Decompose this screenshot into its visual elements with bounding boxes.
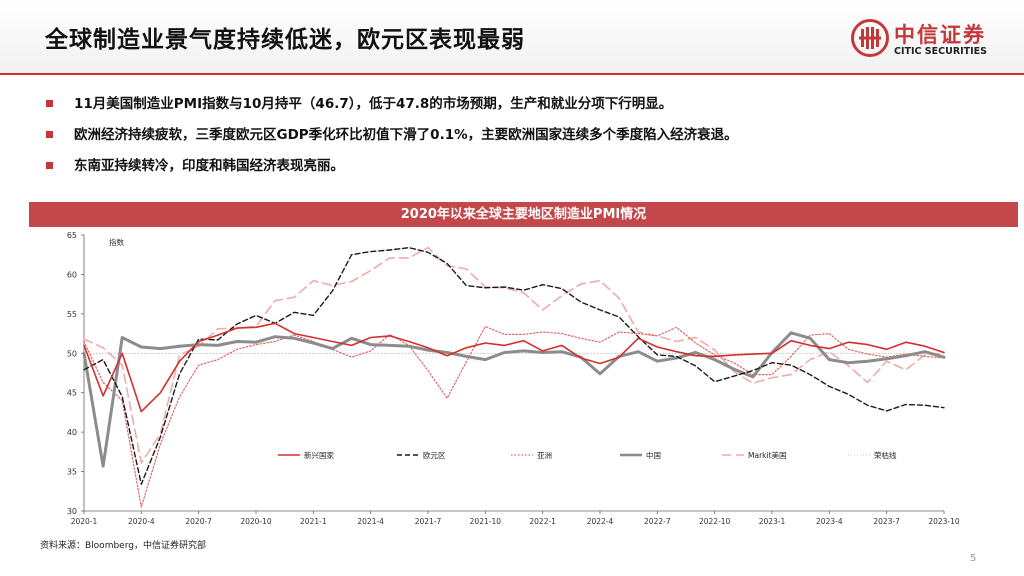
y-tick-label: 35	[67, 468, 77, 477]
legend-label-us: Markit美国	[748, 450, 787, 460]
x-tick-label: 2022-1	[529, 517, 556, 526]
x-tick-label: 2023-7	[873, 517, 900, 526]
bullet-text: 欧洲经济持续疲软，三季度欧元区GDP季化环比初值下滑了0.1%，主要欧洲国家连续…	[74, 127, 738, 143]
x-tick-label: 2023-4	[816, 517, 843, 526]
bullet-text: 11月美国制造业PMI指数与10月持平（46.7），低于47.8的市场预期，生产…	[74, 96, 673, 112]
x-tick-label: 2020-10	[240, 517, 272, 526]
x-tick-label: 2021-7	[415, 517, 442, 526]
y-axis-label: 指数	[109, 237, 124, 247]
page-number: 5	[970, 553, 977, 564]
bullet-square-icon	[46, 162, 53, 169]
y-tick-label: 45	[67, 389, 77, 398]
series-line-china	[82, 331, 946, 468]
x-tick-label: 2022-4	[587, 517, 614, 526]
bullet-item: 11月美国制造业PMI指数与10月持平（46.7），低于47.8的市场预期，生产…	[44, 94, 738, 125]
legend-label-china: 中国	[646, 450, 661, 460]
x-tick-label: 2020-1	[71, 517, 98, 526]
source-note: 资料来源：Bloomberg，中信证券研究部	[40, 541, 206, 551]
citic-logo: 中信证券 CITIC SECURITIES	[850, 18, 1000, 60]
bullet-list: 11月美国制造业PMI指数与10月持平（46.7），低于47.8的市场预期，生产…	[44, 94, 738, 187]
legend-label-boomline: 荣枯线	[874, 450, 897, 460]
y-tick-label: 50	[67, 349, 77, 358]
x-tick-label: 2022-10	[699, 517, 731, 526]
y-tick-label: 40	[67, 428, 77, 437]
legend-label-asia: 亚洲	[537, 451, 552, 460]
x-tick-label: 2021-4	[357, 517, 384, 526]
chart-title-banner: 2020年以来全球主要地区制造业PMI情况	[29, 202, 1018, 227]
series-line-asia	[83, 325, 945, 508]
x-tick-label: 2021-1	[300, 517, 327, 526]
logo-english-name: CITIC SECURITIES	[894, 46, 988, 57]
series-line-us	[83, 246, 945, 464]
bullet-text: 东南亚持续转冷，印度和韩国经济表现亮丽。	[74, 158, 344, 174]
bullet-item: 东南亚持续转冷，印度和韩国经济表现亮丽。	[44, 156, 738, 187]
x-tick-label: 2021-10	[470, 517, 502, 526]
bullet-square-icon	[46, 131, 53, 138]
x-tick-label: 2022-7	[644, 517, 671, 526]
y-tick-label: 55	[67, 310, 77, 319]
logo-chinese-name: 中信证券	[894, 23, 986, 47]
header-bar: 全球制造业景气度持续低迷，欧元区表现最弱 中信证券 CITIC SECURITI…	[0, 0, 1024, 74]
legend-label-eurozone: 欧元区	[423, 450, 446, 460]
series-line-emerging	[83, 322, 945, 413]
x-tick-label: 2020-7	[185, 517, 212, 526]
pmi-line-chart: 30 35 40 45 50 55 60 65 2020-1 2020-4 2020-7 2020-1…	[67, 231, 960, 526]
bullet-item: 欧洲经济持续疲软，三季度欧元区GDP季化环比初值下滑了0.1%，主要欧洲国家连续…	[44, 125, 738, 156]
page-title: 全球制造业景气度持续低迷，欧元区表现最弱	[45, 27, 525, 53]
y-tick-label: 60	[67, 270, 77, 279]
series-line-eurozone	[83, 246, 945, 485]
bullet-square-icon	[46, 100, 53, 107]
y-tick-label: 30	[67, 507, 77, 516]
citic-logo-icon	[851, 19, 889, 57]
x-tick-label: 2020-4	[128, 517, 155, 526]
x-tick-label: 2023-1	[759, 517, 786, 526]
x-tick-label: 2023-10	[928, 517, 960, 526]
header-divider	[0, 73, 1024, 75]
y-tick-label: 65	[67, 231, 77, 240]
legend-label-emerging: 新兴国家	[304, 450, 334, 460]
